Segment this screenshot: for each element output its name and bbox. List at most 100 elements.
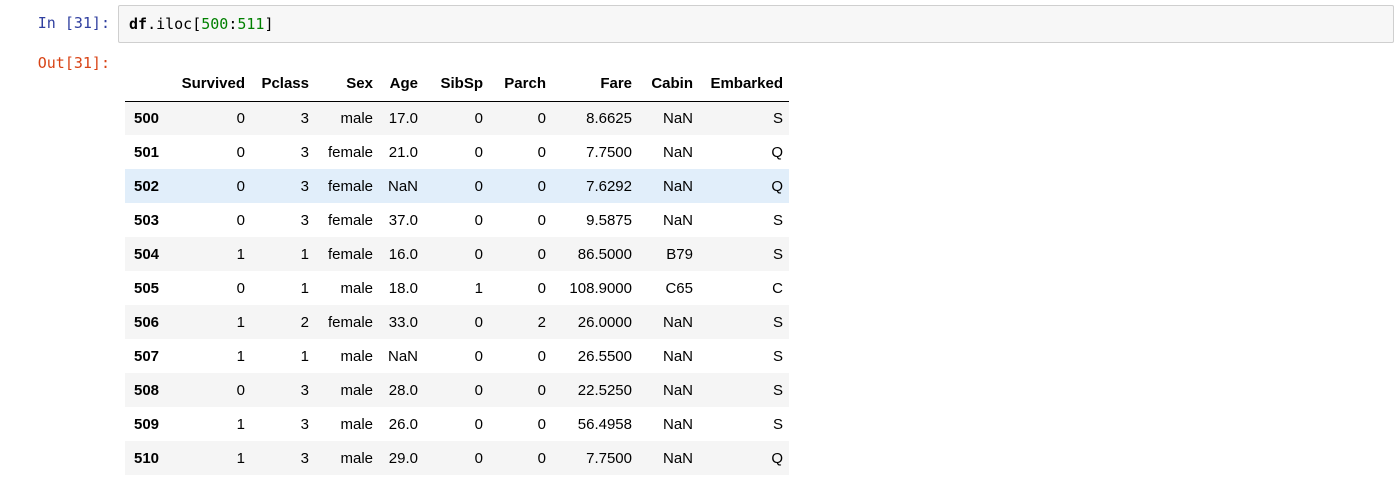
cell-survived: 1 (236, 245, 245, 263)
cell-pclass: 3 (300, 415, 309, 433)
table-row: 507 1 1 male NaN 0 0 26.5500 NaN S (125, 339, 789, 373)
cell-sibsp: 1 (474, 279, 483, 297)
input-prompt: In [31]: (37, 14, 110, 32)
cell-embarked: Q (771, 177, 783, 195)
cell-age: 17.0 (388, 109, 418, 127)
cell-cabin: NaN (662, 109, 693, 127)
cell-age: 18.0 (388, 279, 418, 297)
cell-pclass: 3 (300, 211, 309, 229)
cell-sex: female (327, 313, 373, 331)
column-header-cabin: Cabin (638, 66, 699, 102)
cell-sex: male (340, 347, 373, 365)
cell-parch: 0 (537, 245, 546, 263)
cell-sibsp: 0 (474, 245, 483, 263)
cell-sibsp: 0 (474, 177, 483, 195)
cell-sibsp: 0 (474, 313, 483, 331)
row-index-cell: 509 (134, 415, 160, 433)
row-index-cell: 502 (134, 177, 160, 195)
cell-cabin: NaN (662, 449, 693, 467)
row-index-cell: 501 (134, 143, 160, 161)
cell-cabin: NaN (662, 177, 693, 195)
cell-cabin: NaN (662, 415, 693, 433)
cell-embarked: S (772, 109, 783, 127)
cell-embarked: Q (771, 449, 783, 467)
cell-sibsp: 0 (474, 109, 483, 127)
cell-parch: 0 (537, 109, 546, 127)
table-row: 508 0 3 male 28.0 0 0 22.5250 NaN S (125, 373, 789, 407)
cell-survived: 0 (236, 279, 245, 297)
cell-pclass: 2 (300, 313, 309, 331)
column-header-age: Age (379, 66, 424, 102)
cell-fare: 8.6625 (586, 109, 632, 127)
row-index-cell: 506 (134, 313, 160, 331)
cell-sex: female (327, 143, 373, 161)
cell-sibsp: 0 (474, 211, 483, 229)
cell-parch: 0 (537, 381, 546, 399)
cell-sibsp: 0 (474, 347, 483, 365)
cell-age: NaN (387, 347, 418, 365)
cell-survived: 0 (236, 211, 245, 229)
cell-fare: 26.5500 (577, 347, 632, 365)
cell-age: 16.0 (388, 245, 418, 263)
row-index-cell: 505 (134, 279, 160, 297)
cell-pclass: 1 (300, 245, 309, 263)
code-slice-colon: : (228, 15, 238, 33)
cell-survived: 1 (236, 449, 245, 467)
cell-age: 28.0 (388, 381, 418, 399)
table-row: 509 1 3 male 26.0 0 0 56.4958 NaN S (125, 407, 789, 441)
output-prompt: Out[31]: (37, 54, 110, 72)
cell-embarked: S (772, 313, 783, 331)
column-header-pclass: Pclass (251, 66, 315, 102)
table-row: 500 0 3 male 17.0 0 0 8.6625 NaN S (125, 101, 789, 135)
cell-fare: 26.0000 (577, 313, 632, 331)
table-header-row: Survived Pclass Sex Age SibSp Parch Fare… (125, 66, 789, 102)
cell-age: 33.0 (388, 313, 418, 331)
cell-embarked: C (772, 279, 783, 297)
cell-age: 21.0 (388, 143, 418, 161)
table-row: 510 1 3 male 29.0 0 0 7.7500 NaN Q (125, 441, 789, 475)
cell-parch: 0 (537, 177, 546, 195)
cell-pclass: 1 (300, 347, 309, 365)
cell-survived: 0 (236, 177, 245, 195)
cell-survived: 1 (236, 415, 245, 433)
cell-survived: 1 (236, 347, 245, 365)
cell-embarked: S (772, 415, 783, 433)
table-row: 506 1 2 female 33.0 0 2 26.0000 NaN S (125, 305, 789, 339)
row-index-cell: 507 (134, 347, 160, 365)
cell-fare: 86.5000 (577, 245, 632, 263)
cell-fare: 7.7500 (586, 449, 632, 467)
cell-cabin: NaN (662, 381, 693, 399)
cell-sibsp: 0 (474, 449, 483, 467)
cell-survived: 1 (236, 313, 245, 331)
cell-sex: male (340, 415, 373, 433)
code-method: .iloc (147, 15, 193, 33)
cell-sex: male (340, 449, 373, 467)
row-index-cell: 500 (134, 109, 160, 127)
cell-sibsp: 0 (474, 143, 483, 161)
cell-parch: 0 (537, 279, 546, 297)
index-header (125, 66, 171, 102)
code-open-bracket: [ (192, 15, 202, 33)
table-row: 504 1 1 female 16.0 0 0 86.5000 B79 S (125, 237, 789, 271)
row-index-cell: 510 (134, 449, 160, 467)
cell-cabin: C65 (665, 279, 693, 297)
cell-pclass: 1 (300, 279, 309, 297)
cell-sex: male (340, 279, 373, 297)
cell-cabin: NaN (662, 143, 693, 161)
cell-fare: 108.9000 (569, 279, 632, 297)
column-header-fare: Fare (552, 66, 638, 102)
row-index-cell: 503 (134, 211, 160, 229)
code-cell-input[interactable]: df.iloc[500:511] (118, 5, 1394, 43)
cell-embarked: S (772, 211, 783, 229)
cell-survived: 0 (236, 109, 245, 127)
cell-parch: 0 (537, 415, 546, 433)
table-row: 502 0 3 female NaN 0 0 7.6292 NaN Q (125, 169, 789, 203)
cell-fare: 22.5250 (577, 381, 632, 399)
cell-embarked: S (772, 245, 783, 263)
code-slice-end: 511 (237, 15, 265, 33)
cell-sibsp: 0 (474, 381, 483, 399)
cell-sibsp: 0 (474, 415, 483, 433)
cell-age: 37.0 (388, 211, 418, 229)
row-index-cell: 504 (134, 245, 160, 263)
table-row: 503 0 3 female 37.0 0 0 9.5875 NaN S (125, 203, 789, 237)
